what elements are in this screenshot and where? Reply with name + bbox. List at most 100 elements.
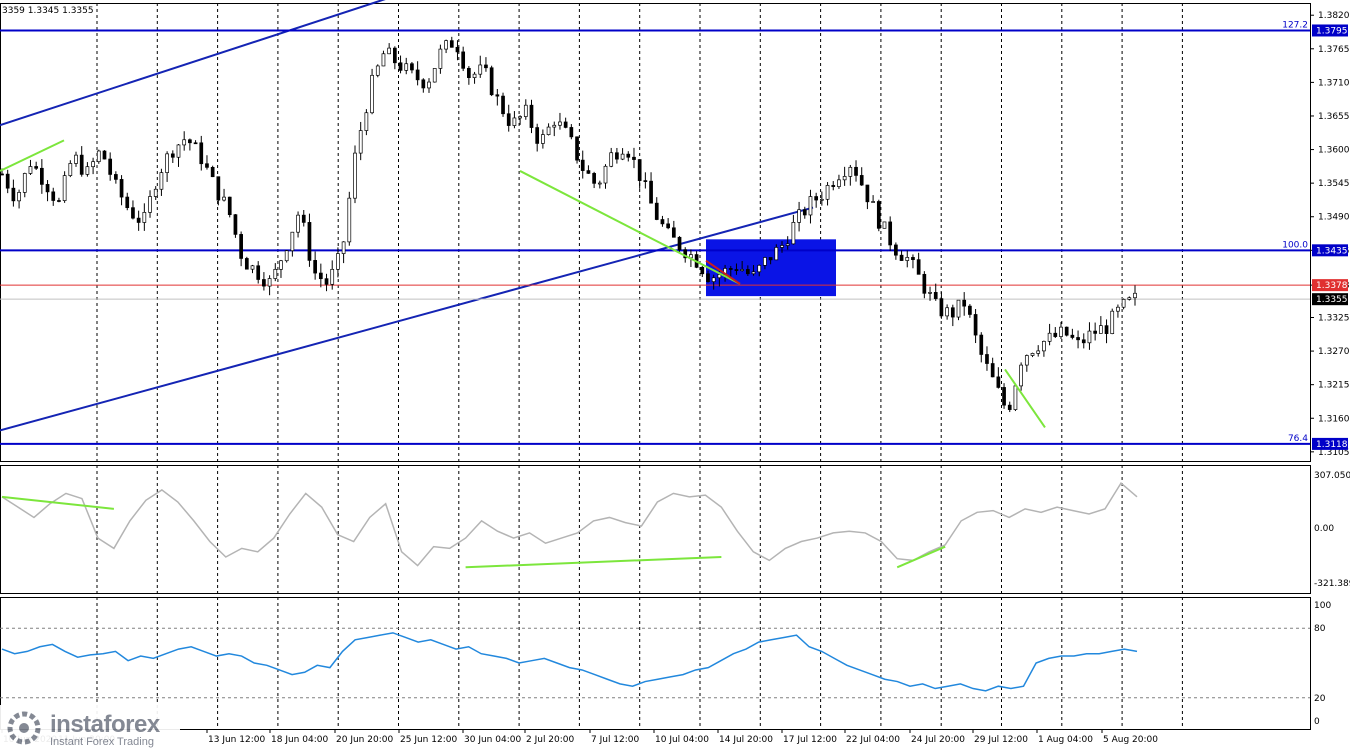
candle-body <box>558 121 562 126</box>
candle-body <box>11 187 16 202</box>
candle-body <box>615 152 619 160</box>
candle-body <box>569 127 574 138</box>
candle-body <box>899 254 904 261</box>
candle-body <box>79 154 84 175</box>
candle-body <box>1002 387 1006 406</box>
cci-tick-label: 307.0503 <box>1314 471 1350 481</box>
candle-body <box>444 40 448 50</box>
price-tick-label: 1.3765 <box>1318 45 1350 55</box>
candle-body <box>188 139 192 144</box>
price-tag-bg <box>1312 24 1348 37</box>
candle-body <box>871 201 875 203</box>
price-tick-label: 1.3215 <box>1318 381 1350 391</box>
candle-body <box>671 227 676 238</box>
candle-body <box>5 173 10 189</box>
cci-divergence-line <box>465 555 722 569</box>
candle-body <box>523 104 528 117</box>
candle-body <box>586 170 591 174</box>
candle-body <box>632 156 636 160</box>
candle-body <box>973 314 978 336</box>
candle-body <box>1024 355 1029 366</box>
candle-body <box>1036 350 1041 354</box>
candle-body <box>956 299 961 318</box>
candle-body <box>928 292 932 294</box>
candles <box>0 36 1137 413</box>
candle-body <box>637 159 642 181</box>
candle-body <box>57 200 61 202</box>
candle-body <box>552 124 557 128</box>
candle-body <box>1007 404 1012 410</box>
fib-level-label: 76.4 <box>1288 434 1308 444</box>
candle-body <box>290 231 295 252</box>
candle-body <box>279 260 283 270</box>
candle-body <box>28 166 33 174</box>
time-tick-label: 17 Jul 12:00 <box>783 735 837 745</box>
candle-body <box>136 217 141 223</box>
candle-body <box>267 278 272 287</box>
candle-body <box>449 40 454 48</box>
candle-body <box>706 273 710 283</box>
candle-body <box>404 63 409 71</box>
candle-body <box>85 166 90 175</box>
candle-body <box>814 196 819 201</box>
candle-body <box>336 253 340 270</box>
candle-body <box>751 271 756 275</box>
candle-body <box>307 222 312 261</box>
candle-body <box>820 198 824 201</box>
candle-body <box>142 212 147 223</box>
candle-body <box>148 196 152 213</box>
watermark-tagline: Instant Forex Trading <box>50 736 154 748</box>
candle-body <box>1104 325 1109 334</box>
candle-body <box>962 299 967 307</box>
candle-body <box>950 307 955 318</box>
watermark-logo: instaforex Instant Forex Trading <box>0 705 180 750</box>
candle-body <box>108 158 113 175</box>
current-level-tag-bg <box>1312 279 1348 292</box>
candle-body <box>119 179 124 198</box>
candle-body <box>170 153 175 158</box>
time-tick-label: 10 Jul 04:00 <box>655 735 709 745</box>
candle-body <box>643 180 648 182</box>
candle-body <box>410 63 414 71</box>
cci-tick-label: -321.3899 <box>1314 579 1350 589</box>
candle-body <box>484 64 488 69</box>
candle-body <box>774 247 779 261</box>
price-tag-label: 1.3795 <box>1316 26 1348 36</box>
price-tag-label: 1.3435 <box>1316 246 1348 256</box>
candle-body <box>597 182 602 185</box>
divergence-line <box>519 170 741 285</box>
candle-body <box>654 202 659 220</box>
candle-body <box>506 113 511 126</box>
candle-body <box>797 209 801 223</box>
candle-body <box>324 278 329 285</box>
candle-body <box>626 153 631 158</box>
candle-body <box>353 152 357 199</box>
candle-body <box>432 68 437 83</box>
candle-body <box>1059 326 1063 337</box>
time-tick-label: 7 Jul 12:00 <box>591 735 640 745</box>
candle-body <box>592 173 596 184</box>
panel-frame-3 <box>0 597 1311 730</box>
candle-body <box>1098 325 1103 334</box>
candle-body <box>996 376 1001 388</box>
candle-body <box>364 112 369 131</box>
candle-body <box>102 150 107 160</box>
candle-body <box>381 53 386 67</box>
price-tick-label: 1.3160 <box>1318 414 1350 424</box>
time-tick-label: 2 Jul 20:00 <box>526 735 575 745</box>
candle-body <box>768 257 773 261</box>
candle-body <box>888 221 893 246</box>
time-tick-label: 25 Jun 12:00 <box>400 735 457 745</box>
rsi-tick-label: 100 <box>1314 601 1331 611</box>
candle-body <box>1121 299 1126 308</box>
candle-body <box>894 244 898 256</box>
candle-body <box>512 117 517 126</box>
candle-body <box>1127 297 1132 300</box>
candle-body <box>461 51 466 69</box>
watermark-brand: instaforex <box>50 711 160 738</box>
candle-body <box>842 176 847 181</box>
time-tick-label: 14 Jul 20:00 <box>719 735 773 745</box>
candle-body <box>233 214 238 235</box>
time-tick-label: 24 Jul 20:00 <box>911 735 965 745</box>
